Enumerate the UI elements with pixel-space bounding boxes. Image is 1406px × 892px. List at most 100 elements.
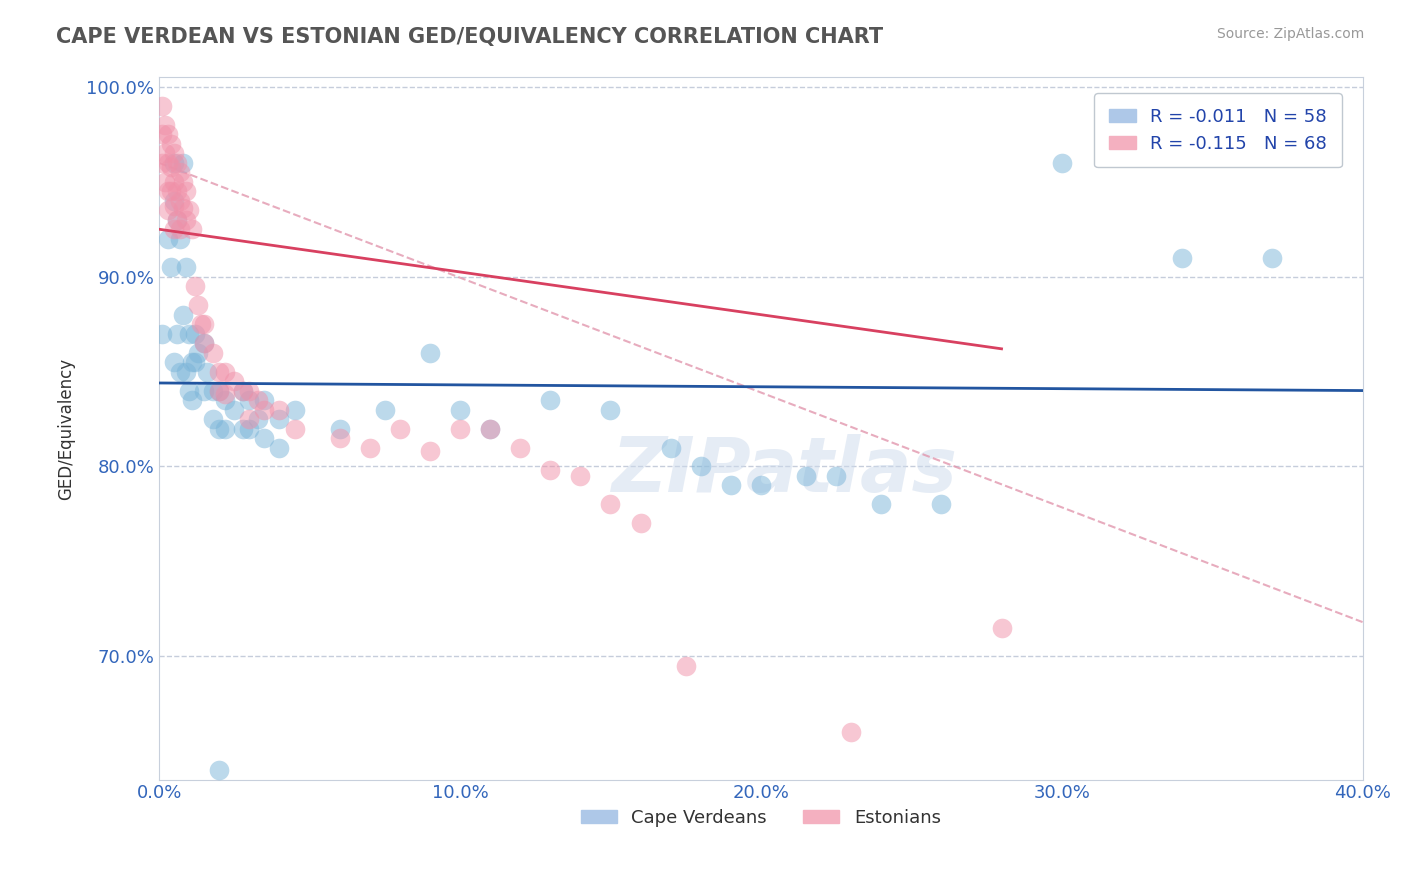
Point — [359, 441, 381, 455]
Point — [169, 194, 191, 208]
Point — [184, 326, 207, 341]
Point — [166, 212, 188, 227]
Point — [208, 421, 231, 435]
Point — [208, 763, 231, 777]
Point — [238, 421, 260, 435]
Point — [150, 128, 173, 142]
Point — [214, 387, 236, 401]
Point — [166, 212, 188, 227]
Point — [169, 232, 191, 246]
Point — [187, 345, 209, 359]
Point — [247, 412, 270, 426]
Point — [931, 498, 953, 512]
Point — [174, 184, 197, 198]
Point — [181, 355, 204, 369]
Point — [569, 469, 592, 483]
Point — [202, 412, 225, 426]
Point — [157, 156, 180, 170]
Point — [163, 146, 186, 161]
Point — [214, 365, 236, 379]
Point — [190, 317, 212, 331]
Point — [825, 469, 848, 483]
Point — [269, 412, 291, 426]
Point — [181, 222, 204, 236]
Point — [1171, 251, 1194, 265]
Point — [172, 202, 194, 216]
Point — [419, 444, 441, 458]
Point — [269, 441, 291, 455]
Point — [269, 402, 291, 417]
Point — [329, 431, 352, 445]
Text: CAPE VERDEAN VS ESTONIAN GED/EQUIVALENCY CORRELATION CHART: CAPE VERDEAN VS ESTONIAN GED/EQUIVALENCY… — [56, 27, 883, 46]
Point — [238, 392, 260, 407]
Point — [163, 194, 186, 208]
Point — [157, 232, 180, 246]
Point — [283, 421, 305, 435]
Point — [184, 279, 207, 293]
Point — [160, 184, 183, 198]
Point — [169, 222, 191, 236]
Point — [449, 402, 471, 417]
Point — [238, 384, 260, 398]
Point — [232, 384, 254, 398]
Point — [419, 345, 441, 359]
Point — [232, 421, 254, 435]
Point — [253, 392, 276, 407]
Point — [157, 128, 180, 142]
Text: ZIPatlas: ZIPatlas — [612, 434, 957, 508]
Point — [208, 365, 231, 379]
Point — [599, 402, 621, 417]
Point — [174, 260, 197, 275]
Point — [160, 136, 183, 151]
Point — [157, 184, 180, 198]
Point — [659, 441, 682, 455]
Point — [630, 516, 652, 531]
Point — [283, 402, 305, 417]
Point — [157, 203, 180, 218]
Point — [374, 402, 396, 417]
Point — [870, 498, 893, 512]
Point — [160, 160, 183, 174]
Point — [224, 402, 246, 417]
Point — [749, 478, 772, 492]
Point — [990, 621, 1012, 635]
Point — [208, 384, 231, 398]
Point — [153, 118, 176, 132]
Point — [153, 175, 176, 189]
Point — [238, 412, 260, 426]
Point — [232, 384, 254, 398]
Point — [599, 498, 621, 512]
Point — [163, 222, 186, 236]
Point — [224, 374, 246, 388]
Point — [166, 184, 188, 198]
Point — [675, 658, 697, 673]
Point — [193, 384, 215, 398]
Point — [195, 365, 218, 379]
Point — [202, 345, 225, 359]
Point — [160, 260, 183, 275]
Point — [253, 402, 276, 417]
Point — [163, 175, 186, 189]
Point — [181, 392, 204, 407]
Point — [150, 99, 173, 113]
Point — [538, 463, 561, 477]
Point — [720, 478, 742, 492]
Point — [163, 355, 186, 369]
Point — [794, 469, 817, 483]
Point — [184, 355, 207, 369]
Point — [150, 326, 173, 341]
Text: Source: ZipAtlas.com: Source: ZipAtlas.com — [1216, 27, 1364, 41]
Point — [247, 392, 270, 407]
Point — [193, 336, 215, 351]
Point — [166, 156, 188, 170]
Legend: Cape Verdeans, Estonians: Cape Verdeans, Estonians — [574, 801, 948, 834]
Point — [193, 317, 215, 331]
Point — [179, 384, 201, 398]
Y-axis label: GED/Equivalency: GED/Equivalency — [58, 358, 75, 500]
Point — [174, 212, 197, 227]
Point — [166, 326, 188, 341]
Point — [208, 384, 231, 398]
Point — [509, 441, 531, 455]
Point — [172, 175, 194, 189]
Point — [163, 199, 186, 213]
